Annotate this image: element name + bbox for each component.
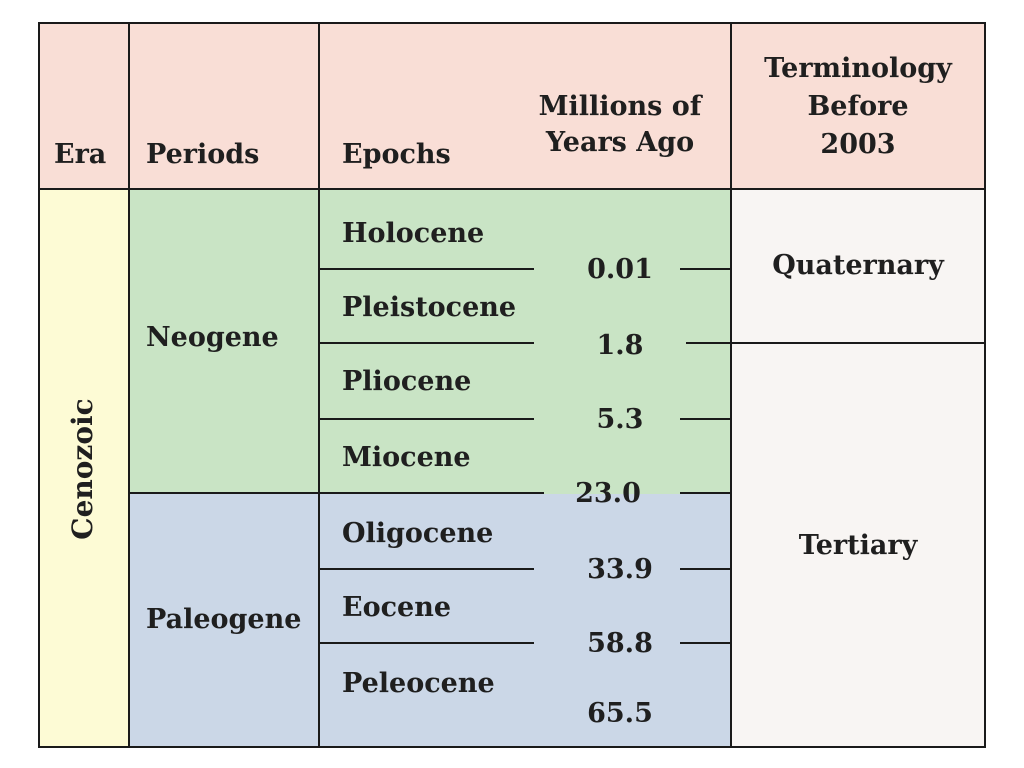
epoch-label: Pliocene [342,366,472,397]
header-terminology-line3: 2003 [820,129,896,160]
epoch-tick-right [680,568,730,570]
terminology-column [732,188,984,746]
epoch-line-left [320,568,534,570]
epoch-label: Peleocene [342,668,495,699]
mya-value: 33.9 [587,554,653,585]
header-epochs: Epochs [342,139,451,170]
header-divider [40,188,984,190]
header-mya-line2: Years Ago [545,127,695,158]
era-cell [40,188,128,746]
epoch-line-left [320,268,534,270]
divider-era-periods [128,24,130,746]
terminology-divider [686,342,984,344]
paleogene-block [130,494,730,746]
header-era: Era [54,139,107,170]
header-terminology-line2: Before [807,91,909,122]
epoch-line-left [320,492,544,494]
era-label: Cenozoic [66,398,99,540]
epoch-label: Miocene [342,442,471,473]
epoch-label: Holocene [342,218,485,249]
epoch-tick-right [680,492,730,494]
epoch-line-left [320,642,534,644]
mya-value: 1.8 [596,330,644,361]
header-terminology-line1: Terminology [764,53,952,84]
divider-mya-terminology [730,24,732,746]
terminology-tertiary: Tertiary [798,530,918,561]
divider-periods-epochs [318,24,320,746]
header-row [40,24,984,188]
epoch-label: Eocene [342,592,452,623]
epoch-tick-right [680,642,730,644]
mya-value: 5.3 [596,404,644,435]
mya-value: 58.8 [587,628,653,659]
period-label-paleogene: Paleogene [146,604,302,635]
epoch-tick-right [680,418,730,420]
period-label-neogene: Neogene [146,322,279,353]
epoch-tick-right [680,268,730,270]
neogene-block [130,188,730,494]
mya-value: 0.01 [587,254,653,285]
period-divider [130,492,320,494]
epoch-label: Oligocene [342,518,494,549]
mya-value: 65.5 [587,698,653,729]
epoch-label: Pleistocene [342,292,517,323]
mya-value: 23.0 [575,478,641,509]
header-periods: Periods [146,139,260,170]
header-mya-line1: Millions of [538,91,702,122]
terminology-quaternary: Quaternary [772,250,944,281]
epoch-line-left [320,418,534,420]
geologic-time-table: Era Periods Epochs Millions of Years Ago… [38,22,986,748]
epoch-line-left [320,342,534,344]
